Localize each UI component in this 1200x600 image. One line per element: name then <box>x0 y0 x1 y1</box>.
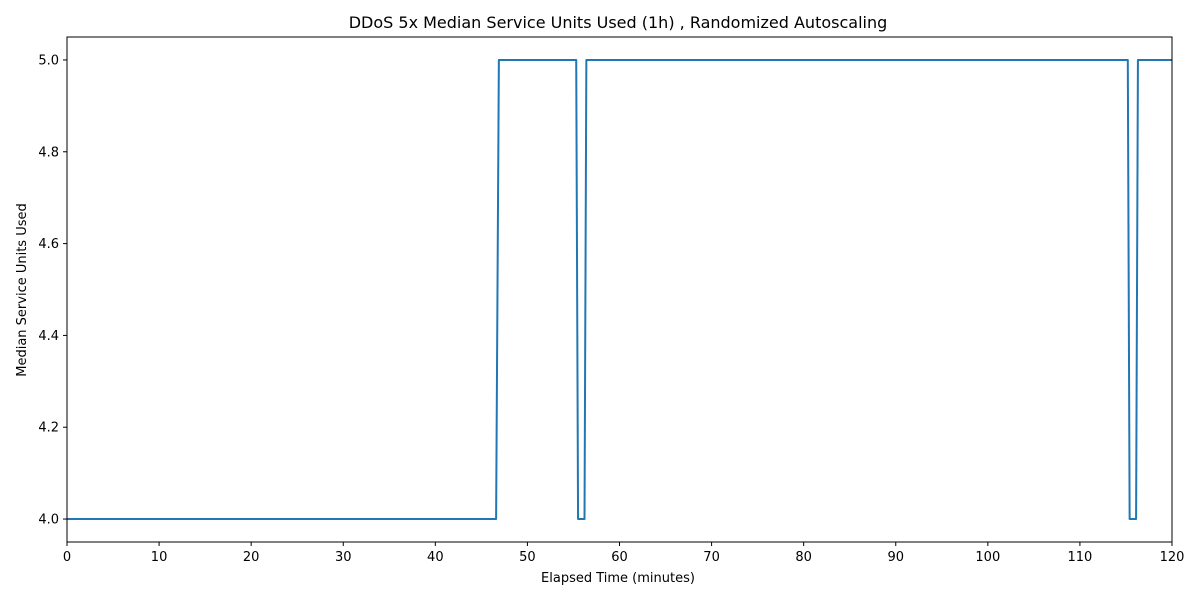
y-tick-label: 4.0 <box>38 513 59 528</box>
x-tick-label: 60 <box>611 550 628 565</box>
x-axis-label: Elapsed Time (minutes) <box>541 571 695 586</box>
series-line <box>67 58 1172 521</box>
y-tick-label: 4.6 <box>38 237 59 252</box>
x-tick-label: 100 <box>975 550 1000 565</box>
x-tick-label: 70 <box>703 550 720 565</box>
y-tick-label: 4.2 <box>38 421 59 436</box>
x-tick-label: 50 <box>519 550 536 565</box>
y-tick-label: 5.0 <box>38 53 59 68</box>
y-axis-ticks: 4.0 4.2 4.4 4.6 4.8 5.0 <box>38 53 67 528</box>
y-axis-label: Median Service Units Used <box>15 203 30 377</box>
x-tick-label: 40 <box>427 550 444 565</box>
axes-frame <box>66 36 1173 543</box>
y-tick-label: 4.4 <box>38 329 59 344</box>
chart-title: DDoS 5x Median Service Units Used (1h) ,… <box>349 13 888 32</box>
x-tick-label: 90 <box>887 550 904 565</box>
y-tick-label: 4.8 <box>38 145 59 160</box>
x-tick-label: 10 <box>151 550 168 565</box>
x-tick-label: 30 <box>335 550 352 565</box>
x-tick-label: 110 <box>1068 550 1093 565</box>
plot-area: 0 10 20 30 40 50 60 70 80 90 100 110 120 4.04.24.44.… <box>38 36 1185 565</box>
x-axis-ticks: 0 10 20 30 40 50 60 70 80 90 100 110 120 <box>63 542 1185 565</box>
x-tick-label: 120 <box>1160 550 1185 565</box>
x-tick-label: 20 <box>243 550 260 565</box>
x-tick-label: 0 <box>63 550 71 565</box>
x-tick-label: 80 <box>795 550 812 565</box>
axes-border <box>66 36 1173 543</box>
